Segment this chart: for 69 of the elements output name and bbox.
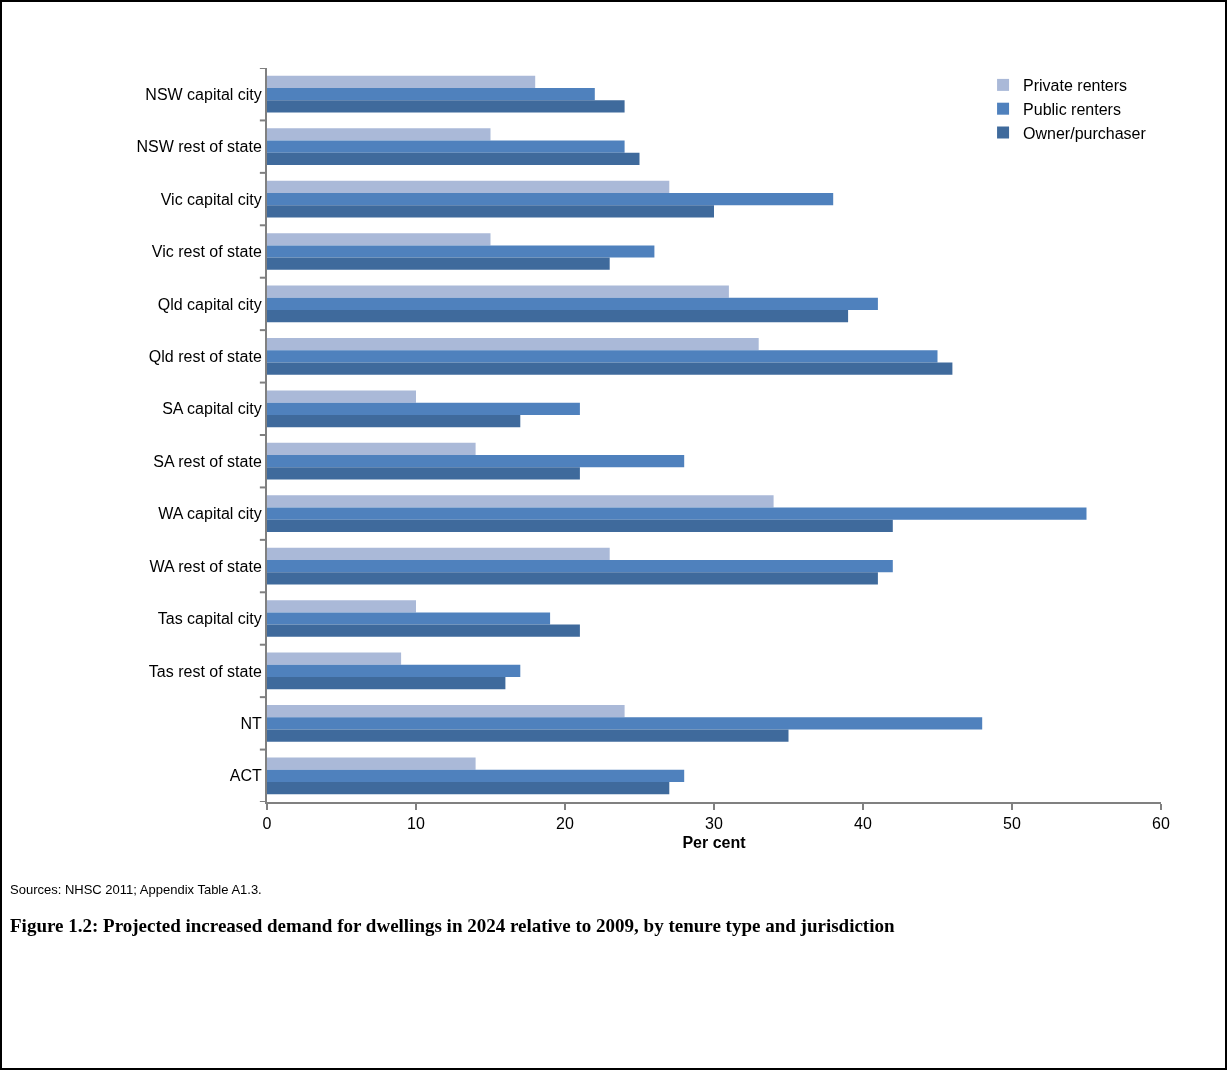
- y-tick-label: SA capital city: [162, 400, 262, 418]
- y-tick-label: Qld capital city: [157, 295, 262, 313]
- bar: [267, 572, 878, 585]
- y-tick-label: Tas capital city: [157, 610, 262, 628]
- bar: [267, 152, 640, 165]
- bar: [267, 600, 416, 613]
- bar: [267, 677, 506, 690]
- y-tick-label: WA rest of state: [149, 557, 262, 575]
- bar: [267, 257, 610, 270]
- bar: [267, 652, 402, 665]
- bar: [267, 285, 729, 298]
- bar: [267, 507, 1087, 520]
- x-tick-label: 20: [556, 815, 574, 833]
- bar: [267, 140, 625, 153]
- y-tick-label: Vic rest of state: [151, 243, 262, 261]
- bar: [267, 402, 580, 415]
- legend-label: Owner/purchaser: [1023, 124, 1147, 142]
- y-tick-label: Qld rest of state: [148, 347, 262, 365]
- x-axis-title: Per cent: [682, 834, 747, 852]
- bar: [267, 75, 536, 89]
- bar: [267, 442, 476, 456]
- y-tick-label: Tas rest of state: [148, 662, 262, 680]
- x-tick-label: 10: [407, 815, 425, 833]
- y-tick-label: WA capital city: [158, 505, 262, 523]
- bar: [267, 128, 491, 141]
- bar: [267, 467, 580, 480]
- bar: [267, 757, 476, 770]
- legend-label: Public renters: [1023, 100, 1121, 118]
- source-note: Sources: NHSC 2011; Appendix Table A1.3.: [10, 882, 262, 897]
- bar: [267, 769, 685, 782]
- legend-label: Private renters: [1023, 77, 1128, 95]
- bar: [267, 205, 714, 218]
- y-tick-label: ACT: [229, 767, 263, 785]
- bar: [267, 547, 610, 560]
- bar: [267, 362, 953, 375]
- bar: [267, 350, 938, 363]
- bar: [267, 338, 759, 351]
- y-tick-label: NSW rest of state: [136, 138, 262, 156]
- bar: [267, 729, 789, 742]
- bar: [267, 612, 551, 625]
- x-tick-label: 40: [854, 815, 872, 833]
- bar: [267, 233, 491, 246]
- bar: [267, 781, 670, 795]
- x-tick-label: 50: [1003, 815, 1021, 833]
- x-tick-label: 30: [705, 815, 723, 833]
- bar: [267, 100, 625, 113]
- bar: [267, 180, 670, 193]
- x-tick-label: 60: [1152, 815, 1170, 833]
- bar: [267, 192, 834, 206]
- bar: [267, 414, 521, 428]
- bar: [267, 390, 416, 403]
- bar: [267, 495, 774, 508]
- bar: [267, 519, 893, 532]
- y-tick-label: SA rest of state: [153, 452, 262, 470]
- x-tick-label: 0: [262, 815, 272, 833]
- bar: [267, 245, 655, 258]
- y-tick-label: NSW capital city: [145, 85, 262, 103]
- text: Figure 1.2: Projected increased demand for dwellings in 2024 relative to 2009, by tenure type and jurisdiction: [10, 914, 896, 938]
- bar: [267, 310, 849, 323]
- y-tick-label: NT: [240, 714, 263, 732]
- bar: [267, 717, 983, 730]
- bar: [267, 297, 878, 311]
- y-tick-label: Vic capital city: [160, 190, 262, 208]
- bar: [267, 88, 595, 101]
- bar: [267, 705, 625, 718]
- bar: [267, 664, 521, 678]
- bar: [267, 559, 893, 573]
- bar: [267, 455, 685, 468]
- bar: [267, 624, 580, 637]
